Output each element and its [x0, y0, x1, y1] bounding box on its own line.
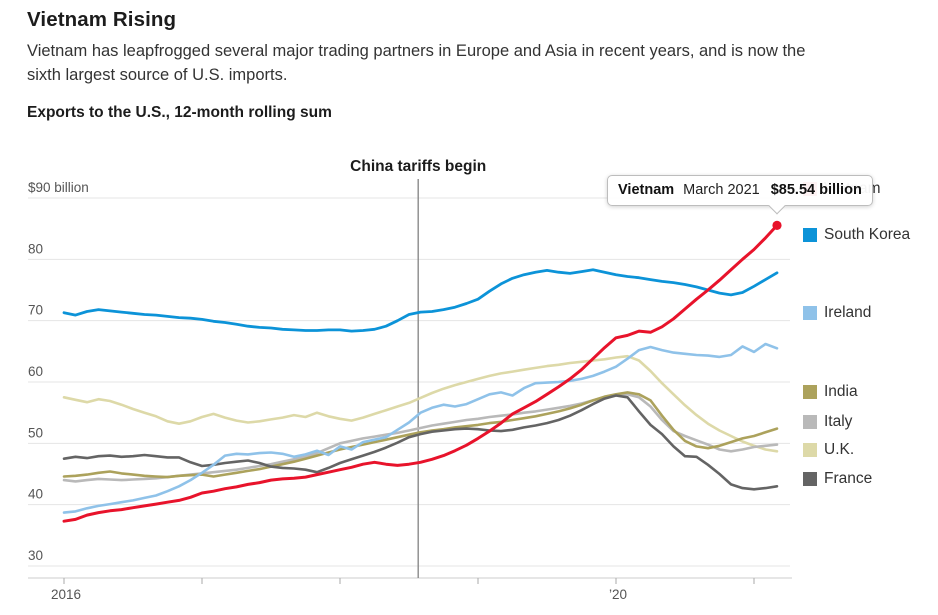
tooltip-date: March 2021: [683, 182, 760, 198]
x-axis-tick-label: 2016: [51, 587, 81, 602]
legend-item-ireland[interactable]: Ireland: [803, 304, 871, 322]
event-label: China tariffs begin: [350, 158, 486, 175]
series-line-vietnam[interactable]: [62, 223, 779, 523]
legend-label: Italy: [824, 413, 853, 430]
series-line-france[interactable]: [62, 394, 779, 491]
legend-item-italy[interactable]: Italy: [803, 413, 852, 431]
legend-item-france[interactable]: France: [803, 470, 872, 488]
legend-label: India: [824, 383, 858, 400]
legend-swatch-icon: [803, 443, 817, 457]
legend-item-south-korea[interactable]: South Korea: [803, 226, 910, 244]
y-axis-tick-label: 50: [28, 425, 43, 440]
chart-area[interactable]: $90 billion 80 70 60 50 40 30 2016 ’20 China tari…: [0, 145, 938, 615]
subtitle-line-2: sixth largest source of U.S. imports.: [27, 65, 288, 84]
y-axis-tick-label: 70: [28, 303, 43, 318]
legend-item-u-k-[interactable]: U.K.: [803, 441, 854, 459]
legend-swatch-icon: [803, 415, 817, 429]
legend-item-india[interactable]: India: [803, 383, 858, 401]
series-line-south_korea[interactable]: [62, 268, 779, 333]
tooltip-value: $85.54 billion: [770, 182, 862, 198]
legend-label: South Korea: [824, 226, 911, 243]
series-line-india[interactable]: [62, 391, 779, 479]
y-axis-tick-label: 80: [28, 241, 43, 256]
legend-label: U.K.: [824, 441, 855, 458]
chart-svg[interactable]: $90 billion 80 70 60 50 40 30 2016 ’20 China tari…: [0, 145, 938, 615]
y-axis-tick-label: 60: [28, 364, 43, 379]
chart-title: Exports to the U.S., 12-month rolling su…: [27, 104, 332, 121]
legend-label: Ireland: [824, 304, 872, 321]
y-axis-tick-label: $90 billion: [28, 180, 89, 195]
tooltip-series: Vietnam: [618, 182, 675, 198]
chart-header: Vietnam Rising Vietnam has leapfrogged s…: [27, 8, 917, 87]
y-axis-tick-label: 40: [28, 487, 43, 502]
series-line-uk[interactable]: [62, 354, 779, 453]
page-title: Vietnam Rising: [27, 8, 177, 31]
page-subtitle: Vietnam has leapfrogged several major tr…: [27, 40, 917, 88]
y-axis-tick-label: 30: [28, 548, 43, 563]
x-axis-tick-label: ’20: [609, 587, 627, 602]
end-point-marker: [772, 220, 782, 230]
subtitle-line-1: Vietnam has leapfrogged several major tr…: [27, 41, 806, 60]
legend-swatch-icon: [803, 306, 817, 320]
legend-label: France: [824, 470, 873, 487]
legend-swatch-icon: [803, 385, 817, 399]
legend-swatch-icon: [803, 472, 817, 486]
series-line-italy[interactable]: [62, 393, 779, 483]
series-line-ireland[interactable]: [62, 342, 779, 514]
legend-swatch-icon: [803, 228, 817, 242]
tooltip: Vietnam March 2021 $85.54 billion: [607, 175, 873, 214]
